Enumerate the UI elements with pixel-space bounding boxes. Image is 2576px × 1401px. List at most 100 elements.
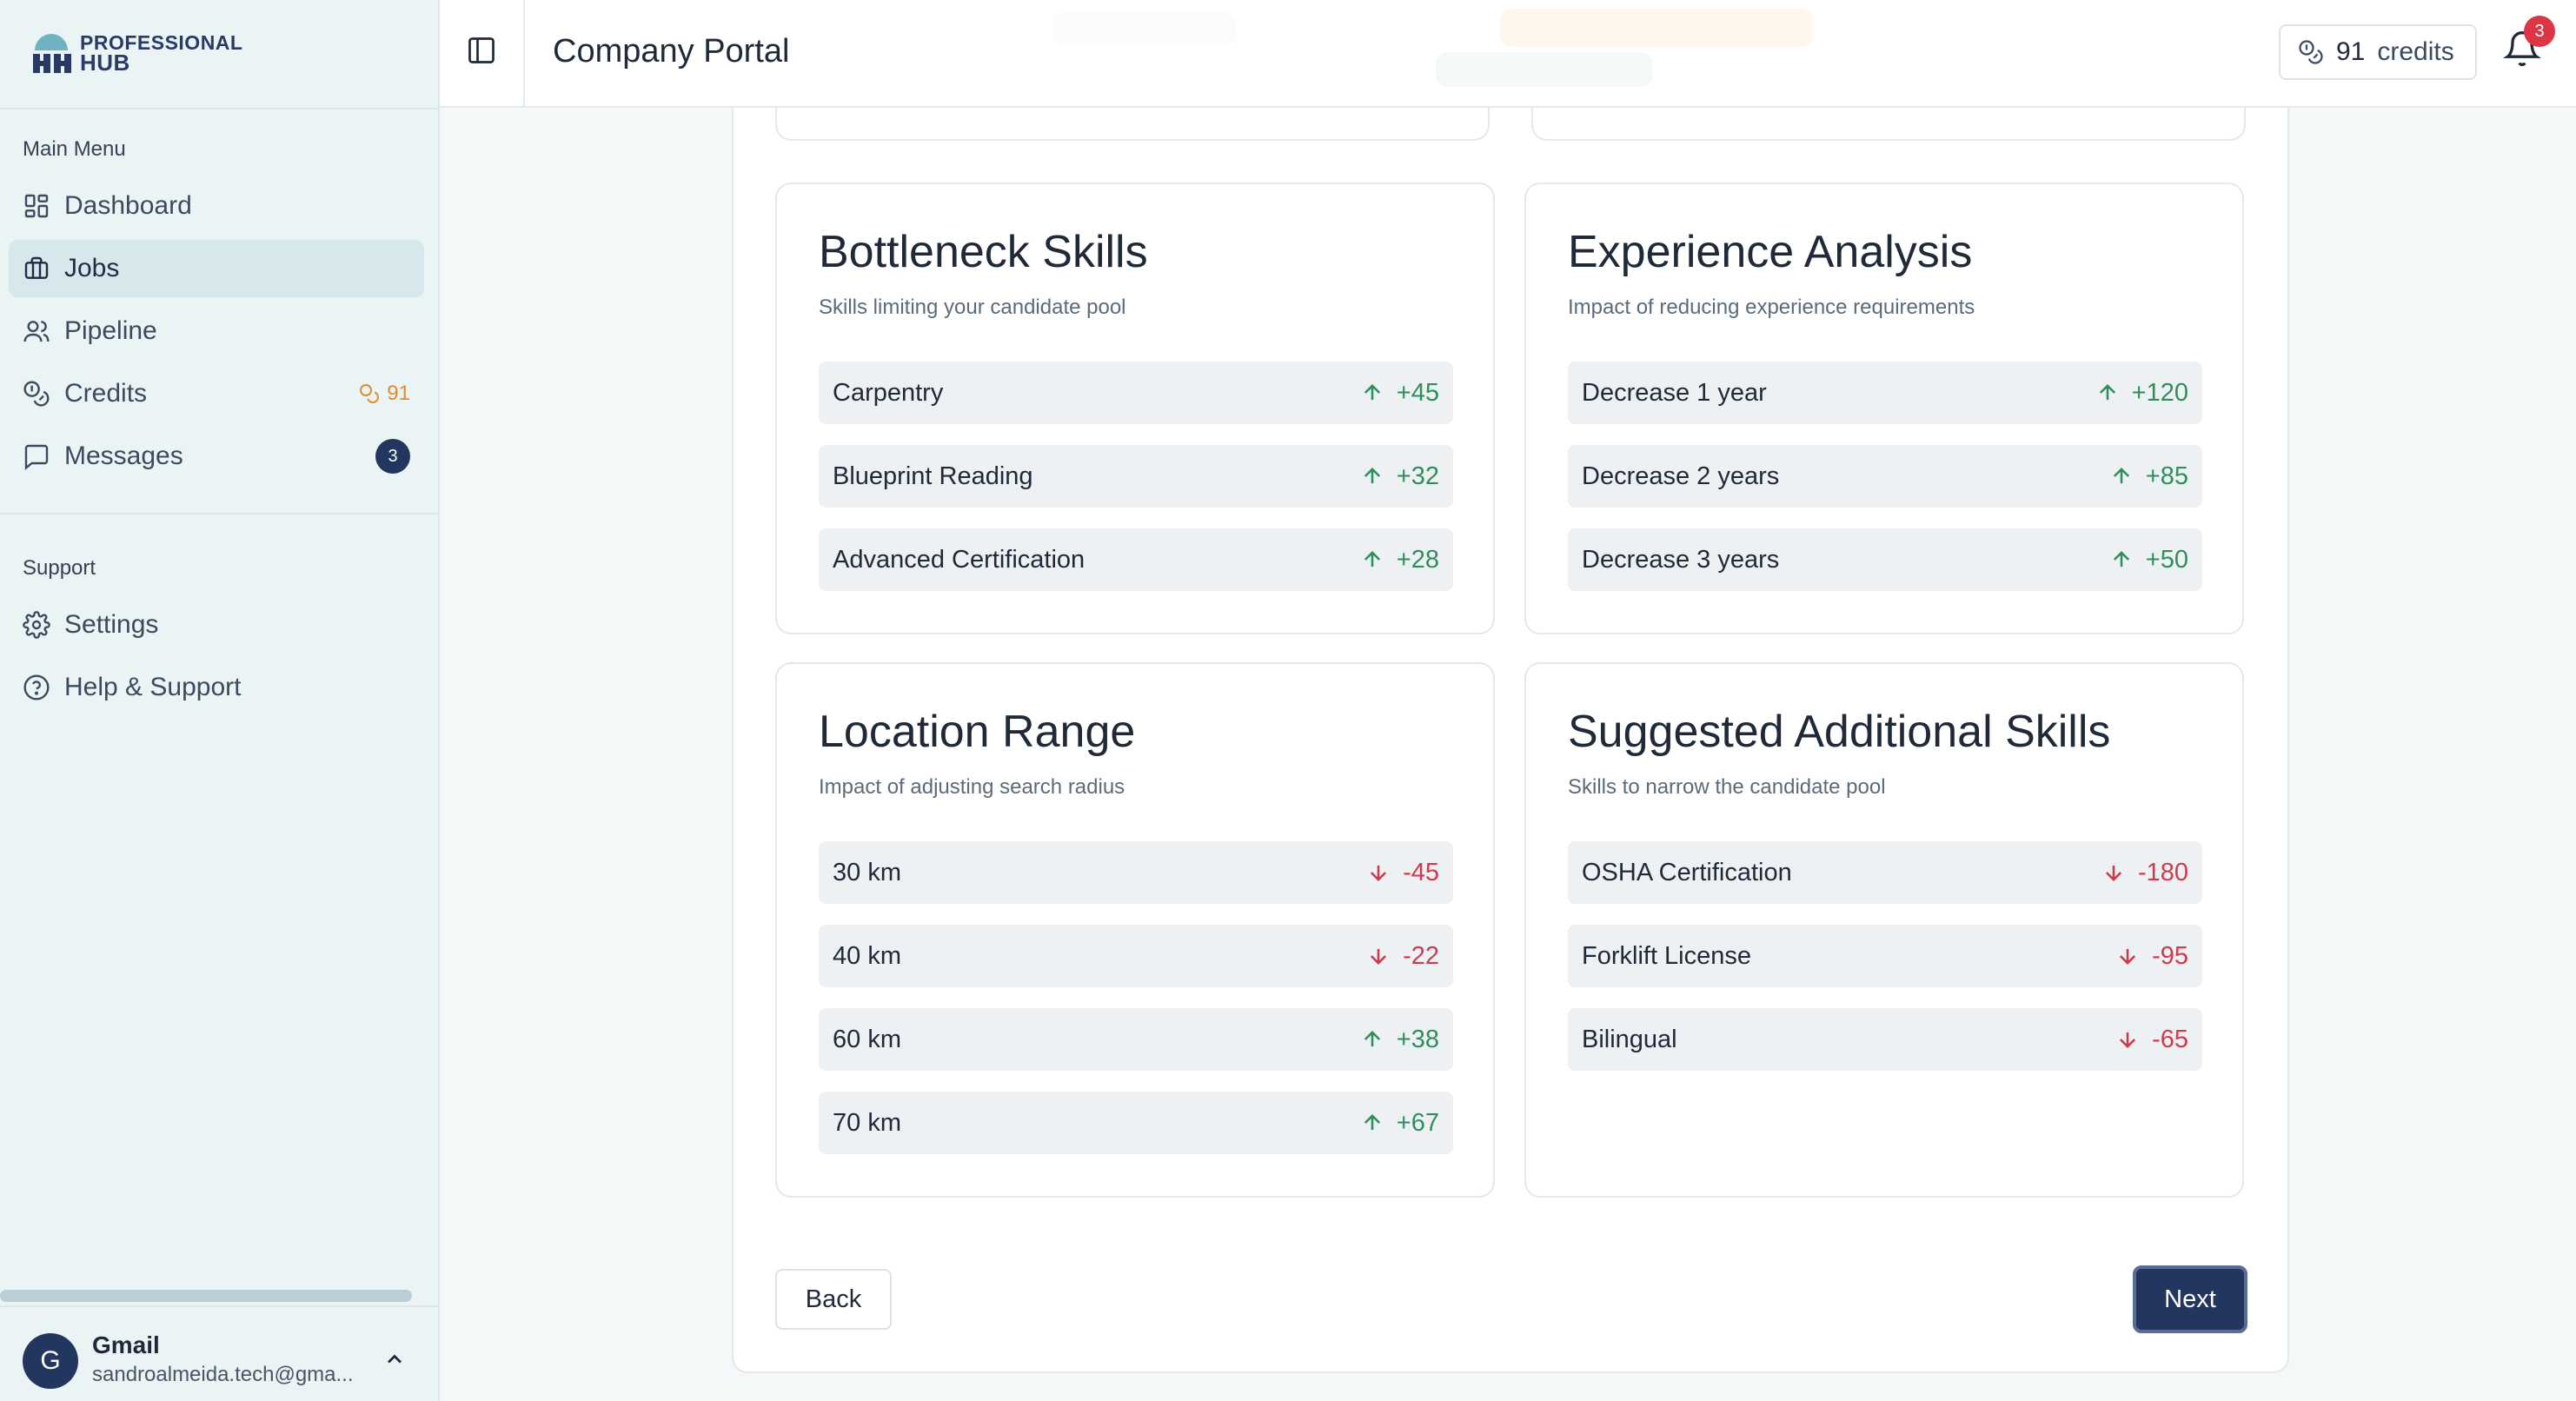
arrow-down-icon [2105, 865, 2122, 881]
credits-button[interactable]: 91 credits [2279, 24, 2477, 80]
back-button[interactable]: Back [775, 1269, 892, 1330]
sidebar-divider [0, 513, 440, 515]
list-item[interactable]: 30 km -45 [819, 841, 1453, 904]
sidebar-item-label: Pipeline [64, 316, 157, 345]
row-change-value: +120 [2131, 378, 2188, 407]
card-title: Location Range [819, 707, 1136, 757]
faded-content [1436, 52, 1653, 87]
list-item[interactable]: Advanced Certification +28 [819, 528, 1453, 591]
faded-content [1053, 12, 1236, 45]
arrow-down-icon [1371, 948, 1387, 965]
user-name: Gmail [92, 1331, 160, 1358]
sidebar-item-settings[interactable]: Settings [9, 596, 424, 654]
credits-badge: 91 [359, 382, 410, 406]
row-label: Blueprint Reading [833, 461, 1033, 490]
list-item[interactable]: Decrease 1 year +120 [1568, 362, 2202, 424]
row-change: -22 [1366, 942, 1439, 971]
sidebar-item-jobs[interactable]: Jobs [9, 240, 424, 297]
list-item[interactable]: Blueprint Reading +32 [819, 445, 1453, 508]
row-change: -45 [1366, 859, 1439, 887]
users-icon [23, 321, 50, 342]
row-change-value: +32 [1396, 461, 1439, 490]
arrow-up-icon [1364, 468, 1380, 484]
bell-icon[interactable] [2503, 30, 2541, 68]
user-email: sandroalmeida.tech@gma... [92, 1363, 354, 1386]
row-change-value: +85 [2145, 461, 2188, 490]
row-change: -95 [2115, 942, 2188, 971]
sidebar-item-credits[interactable]: Credits 91 [9, 365, 424, 422]
row-change-value: +38 [1396, 1025, 1439, 1053]
sidebar-item-label: Jobs [64, 254, 120, 282]
logo-text: PROFESSIONAL HUB [80, 31, 243, 75]
row-change-value: +28 [1396, 545, 1439, 574]
list-item[interactable]: Decrease 2 years +85 [1568, 445, 2202, 508]
row-label: 60 km [833, 1025, 901, 1053]
arrow-up-icon [1364, 551, 1380, 568]
row-change: +67 [1360, 1109, 1439, 1138]
row-change-value: -65 [2152, 1025, 2188, 1053]
card-subtitle: Impact of reducing experience requiremen… [1568, 295, 1975, 319]
row-label: 70 km [833, 1108, 901, 1137]
sidebar: PROFESSIONAL HUB Main Menu Dashboard Job… [0, 0, 440, 1401]
list-item[interactable]: 40 km -22 [819, 925, 1453, 987]
sidebar-item-pipeline[interactable]: Pipeline [9, 302, 424, 360]
list-item[interactable]: Bilingual -65 [1568, 1008, 2202, 1071]
credits-label: credits [2377, 37, 2454, 66]
credits-badge-value: 91 [387, 382, 410, 405]
sidebar-toggle-icon[interactable] [466, 35, 497, 66]
arrow-up-icon [1364, 384, 1380, 401]
row-change-value: -180 [2137, 858, 2188, 886]
card-subtitle: Impact of adjusting search radius [819, 775, 1125, 799]
row-label: Forklift License [1582, 941, 1752, 970]
row-label: Decrease 2 years [1582, 461, 1780, 490]
next-button[interactable]: Next [2133, 1265, 2247, 1333]
sidebar-item-label: Messages [64, 442, 183, 470]
coins-icon [360, 384, 380, 403]
list-item[interactable]: 60 km +38 [819, 1008, 1453, 1071]
sidebar-item-messages[interactable]: Messages 3 [9, 428, 424, 485]
list-item[interactable]: Forklift License -95 [1568, 925, 2202, 987]
list-item[interactable]: OSHA Certification -180 [1568, 841, 2202, 904]
list-item[interactable]: Carpentry +45 [819, 362, 1453, 424]
avatar: G [23, 1333, 78, 1389]
sidebar-item-help[interactable]: Help & Support [9, 659, 424, 716]
row-change-value: -95 [2152, 941, 2188, 970]
messages-badge: 3 [375, 439, 410, 474]
card-title: Suggested Additional Skills [1568, 707, 2111, 757]
logo[interactable]: PROFESSIONAL HUB [31, 30, 242, 76]
card-subtitle: Skills limiting your candidate pool [819, 295, 1126, 319]
message-icon [24, 444, 49, 470]
coins-icon [23, 381, 50, 407]
row-change: -65 [2115, 1026, 2188, 1054]
row-change-value: -45 [1403, 858, 1439, 886]
arrow-down-icon [2120, 1032, 2136, 1048]
sidebar-scrollbar[interactable] [0, 1290, 412, 1302]
row-label: Advanced Certification [833, 545, 1086, 574]
card-title: Experience Analysis [1568, 227, 1973, 277]
user-profile[interactable]: G Gmail sandroalmeida.tech@gma... [0, 1305, 440, 1401]
logo-line1: PROFESSIONAL [80, 31, 243, 54]
card-title: Bottleneck Skills [819, 227, 1148, 277]
chevron-up-icon[interactable] [382, 1347, 407, 1371]
experience-analysis-card: Experience Analysis Impact of reducing e… [1524, 183, 2244, 634]
row-change-value: +67 [1396, 1108, 1439, 1137]
row-label: Decrease 3 years [1582, 545, 1780, 574]
list-item[interactable]: Decrease 3 years +50 [1568, 528, 2202, 591]
row-change-value: -22 [1403, 941, 1439, 970]
row-label: 30 km [833, 858, 901, 886]
topbar: Company Portal 91 credits 3 [440, 0, 2576, 108]
sidebar-item-label: Dashboard [64, 191, 192, 220]
page-title: Company Portal [553, 33, 790, 70]
arrow-up-icon [2113, 468, 2129, 484]
logo-mark-icon [33, 34, 71, 73]
list-item[interactable]: 70 km +67 [819, 1092, 1453, 1154]
arrow-down-icon [2120, 948, 2136, 965]
row-label: Carpentry [833, 378, 944, 407]
card-subtitle: Skills to narrow the candidate pool [1568, 775, 1886, 799]
arrow-up-icon [1364, 1114, 1380, 1131]
row-label: Decrease 1 year [1582, 378, 1767, 407]
dashboard-icon [24, 194, 49, 218]
help-circle-icon [23, 674, 50, 700]
sidebar-item-dashboard[interactable]: Dashboard [9, 177, 424, 235]
row-change: +28 [1360, 546, 1439, 574]
